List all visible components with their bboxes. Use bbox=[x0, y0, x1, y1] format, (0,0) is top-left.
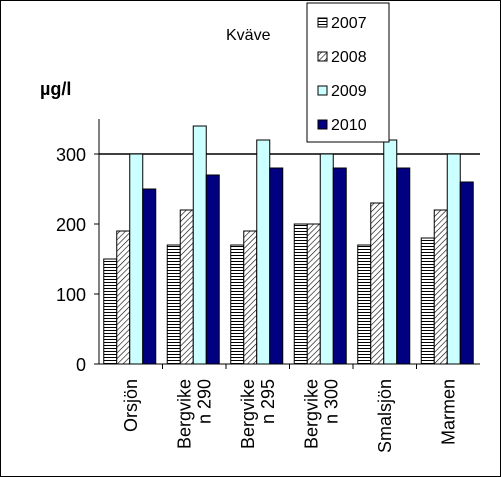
y-ticks: 0 100 200 300 bbox=[56, 145, 99, 375]
y-tick-label: 0 bbox=[76, 355, 86, 375]
bar-2007-5 bbox=[357, 244, 372, 365]
x-tick-label: n 295 bbox=[258, 379, 278, 424]
legend-label-2008: 2008 bbox=[331, 49, 367, 66]
x-tick-labels: Orsjön Bergvike n 290 Bergvike n 295 Bergvike… bbox=[121, 379, 459, 453]
bar-2007-1 bbox=[103, 258, 118, 365]
y-tick-label: 200 bbox=[56, 215, 86, 235]
bar-2010-1 bbox=[142, 188, 157, 365]
x-tick-label: Orsjön bbox=[121, 379, 141, 432]
legend-label-2010: 2010 bbox=[331, 117, 367, 134]
x-tick-label: Bergvike bbox=[238, 379, 258, 449]
bar-2008-3 bbox=[243, 230, 258, 365]
legend-label-2007: 2007 bbox=[331, 15, 367, 32]
x-tick-label: n 290 bbox=[194, 379, 214, 424]
x-tick-label: Bergvike bbox=[301, 379, 321, 449]
bar-2008-4 bbox=[306, 223, 321, 365]
x-tick-label: n 300 bbox=[321, 379, 341, 424]
bar-2010-3 bbox=[269, 167, 284, 365]
bar-2008-1 bbox=[116, 230, 131, 365]
bar-2008-5 bbox=[370, 202, 385, 365]
legend-swatch-2008 bbox=[317, 51, 328, 62]
x-tick-label: Smalsjön bbox=[375, 379, 395, 453]
chart-title: Kväve bbox=[226, 27, 271, 44]
bar-2010-6 bbox=[459, 181, 474, 365]
x-tick-label: Bergvike bbox=[174, 379, 194, 449]
y-axis-label: µg/l bbox=[40, 79, 71, 99]
bar-2009-6 bbox=[446, 153, 461, 365]
bar-2008-2 bbox=[179, 209, 194, 365]
bar-2007-2 bbox=[166, 244, 181, 365]
legend-label-2009: 2009 bbox=[331, 83, 367, 100]
bar-2010-4 bbox=[332, 167, 347, 365]
legend-swatch-2007 bbox=[317, 17, 328, 28]
bar-2009-1 bbox=[129, 153, 144, 365]
bar-2010-2 bbox=[205, 174, 220, 365]
y-tick-label: 300 bbox=[56, 145, 86, 165]
bars bbox=[103, 125, 474, 369]
legend: 2007 2008 2009 2010 bbox=[306, 2, 390, 143]
bar-2009-4 bbox=[319, 153, 334, 365]
bar-2007-3 bbox=[230, 244, 245, 365]
legend-swatch-2010 bbox=[317, 119, 328, 130]
x-tick-label: Marmen bbox=[438, 379, 458, 445]
bar-2007-6 bbox=[420, 237, 435, 365]
bar-2009-2 bbox=[192, 125, 207, 365]
y-tick-label: 100 bbox=[56, 285, 86, 305]
bar-2008-6 bbox=[433, 209, 448, 365]
bar-2010-5 bbox=[396, 167, 411, 365]
bar-2009-3 bbox=[256, 139, 271, 365]
bar-2009-5 bbox=[383, 139, 398, 365]
bar-2007-4 bbox=[293, 223, 308, 365]
legend-swatch-2009 bbox=[317, 85, 328, 96]
